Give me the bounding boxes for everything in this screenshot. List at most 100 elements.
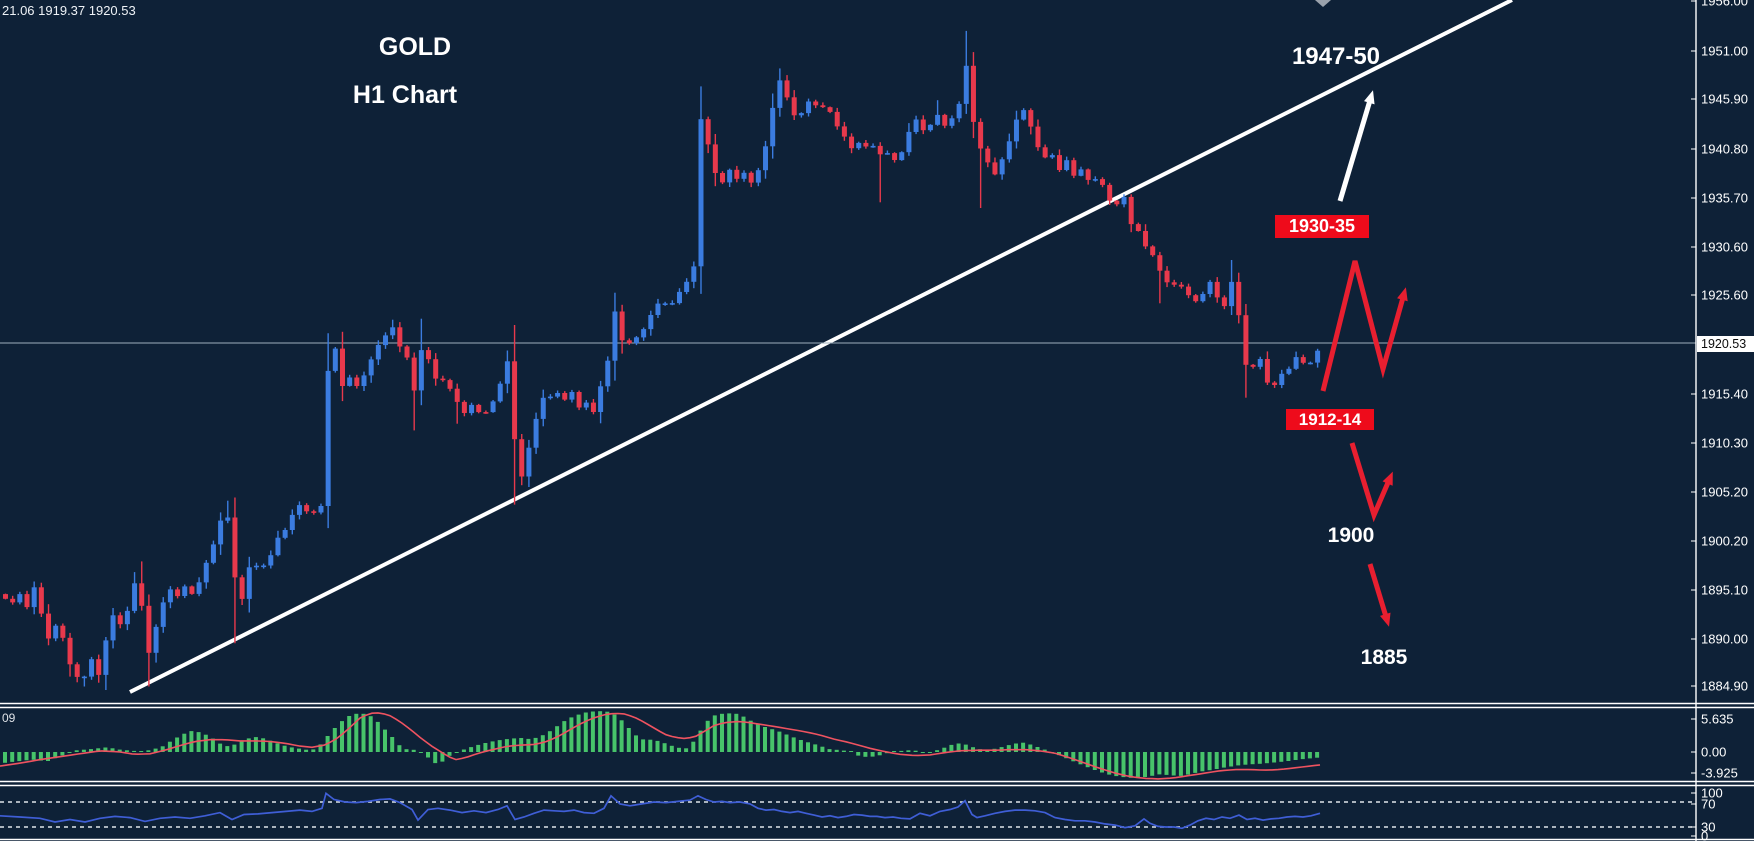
candle-body [1157,255,1163,271]
macd-histogram-bar [605,711,610,752]
candle-body [433,359,439,379]
macd-panel[interactable] [0,711,1321,780]
macd-histogram-bar [1257,752,1262,764]
macd-histogram-bar [81,749,86,752]
macd-histogram-bar [1135,752,1140,779]
macd-histogram-bar [146,750,151,752]
candle-body [1128,196,1134,225]
zone-label-1912-14[interactable]: 1912-14 [1286,409,1374,430]
macd-histogram-bar [1150,752,1155,776]
candle-body [1257,359,1263,367]
macd-histogram-bar [827,749,832,752]
macd-histogram-bar [1193,752,1198,773]
candle-body [1078,169,1084,176]
candle-body [1028,110,1034,127]
candle-body [827,107,833,112]
candle-body [698,119,704,267]
candle-body [81,676,87,679]
candle-body [863,142,869,147]
candle-body [978,121,984,149]
candle-body [755,170,761,183]
candle-body [841,126,847,137]
macd-histogram-bar [1028,744,1033,752]
macd-histogram-bar [404,749,409,752]
candle-body [935,114,941,125]
macd-histogram-bar [124,750,129,752]
candle-body [124,610,130,625]
candle-body [963,65,969,104]
macd-histogram-bar [361,713,366,752]
candle-body [383,335,389,346]
macd-histogram-bar [583,712,588,752]
macd-histogram-bar [1315,752,1320,758]
candle-body [418,350,424,391]
candle-body [1178,284,1184,287]
macd-histogram-bar [956,743,961,752]
macd-histogram-bar [841,750,846,752]
candle-body [1056,155,1062,170]
red-zigzag-down[interactable] [1349,442,1393,523]
candle-body [361,375,367,386]
candle-body [784,80,790,98]
macd-histogram-bar [375,721,380,752]
macd-histogram-bar [612,714,617,752]
macd-histogram-bar [1178,752,1183,776]
candle-body [31,587,37,608]
macd-histogram-bar [17,752,22,762]
zone-label-1930-35[interactable]: 1930-35 [1275,215,1369,238]
macd-histogram-bar [698,730,703,752]
candle-body [225,517,231,521]
macd-histogram-bar [748,720,753,752]
candle-body [17,594,23,603]
candle-body [684,281,690,292]
chart-shift-marker-icon[interactable] [1315,0,1331,7]
macd-histogram-bar [555,726,560,752]
macd-histogram-bar [942,747,947,752]
candle-body [626,340,632,344]
candle-body [426,350,432,360]
macd-histogram-bar [755,724,760,752]
price-axis-label: 1900.20 [1701,533,1748,549]
macd-histogram-bar [67,752,72,753]
candle-body [920,119,926,131]
candle-body [633,337,639,344]
macd-histogram-bar [418,752,423,753]
candle-body [53,625,59,639]
macd-histogram-bar [1229,752,1234,767]
macd-histogram-bar [311,749,316,752]
macd-histogram-bar [440,752,445,762]
candle-body [676,291,682,304]
macd-histogram-bar [920,752,925,753]
candle-body [720,173,725,183]
candle-body [734,169,740,179]
rsi-panel[interactable] [0,791,1696,830]
white-up-arrow[interactable] [1337,96,1374,202]
candle-body [1021,110,1027,120]
candle-body [770,107,776,147]
macd-axis-label: 5.635 [1701,711,1734,727]
macd-histogram-bar [218,743,223,752]
macd-histogram-bar [1006,745,1011,752]
macd-histogram-bar [31,752,36,760]
main-plot[interactable] [0,0,1696,694]
red-zigzag-up[interactable] [1320,260,1407,392]
macd-histogram-bar [383,729,387,752]
ascending-trendline[interactable] [129,0,1513,694]
candle-body [1229,281,1235,307]
candle-body [1135,224,1141,231]
price-axis-label: 1951.00 [1701,43,1748,59]
candle-body [648,315,654,330]
macd-histogram-bar [892,751,897,752]
candle-body [598,386,604,412]
candle-body [526,447,532,477]
candle-body [820,105,826,108]
candle-body [612,311,618,361]
candle-body [1300,357,1306,363]
red-down-arrow[interactable] [1367,563,1390,621]
macd-histogram-bar [798,740,803,752]
rsi-axis-label: 30 [1701,819,1716,835]
macd-histogram-bar [763,727,767,752]
candle-body [404,346,410,358]
candle-body [1085,169,1091,180]
